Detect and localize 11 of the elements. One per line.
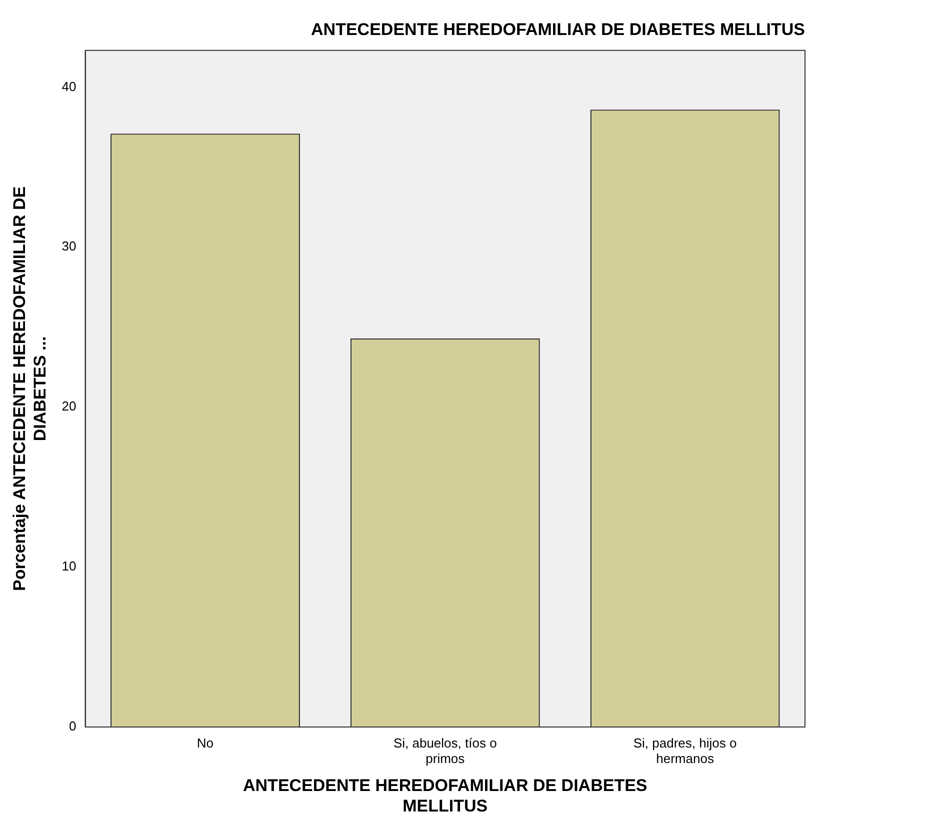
y-tick-label: 20 bbox=[62, 398, 76, 414]
y-axis-title: Porcentaje ANTECEDENTE HEREDOFAMILIAR DE DIABETES ... bbox=[10, 186, 50, 591]
y-tick-label: 40 bbox=[62, 78, 76, 94]
x-tick-label: No bbox=[196, 735, 214, 750]
x-axis-title: ANTECEDENTE HEREDOFAMILIAR DE DIABETES MELLITUS bbox=[243, 776, 648, 816]
y-tick-label: 10 bbox=[62, 558, 76, 574]
x-tick-label: Si, padres, hijos o hermanos bbox=[633, 735, 737, 766]
chart-title: ANTECEDENTE HEREDOFAMILIAR DE DIABETES MELLITUS bbox=[311, 20, 805, 39]
y-tick-label: 30 bbox=[62, 238, 76, 254]
x-tick-label: Si, abuelos, tíos o primos bbox=[393, 735, 497, 766]
y-tick-label: 0 bbox=[69, 718, 76, 734]
